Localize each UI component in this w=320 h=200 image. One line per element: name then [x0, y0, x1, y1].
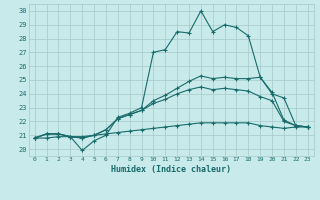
X-axis label: Humidex (Indice chaleur): Humidex (Indice chaleur): [111, 165, 231, 174]
